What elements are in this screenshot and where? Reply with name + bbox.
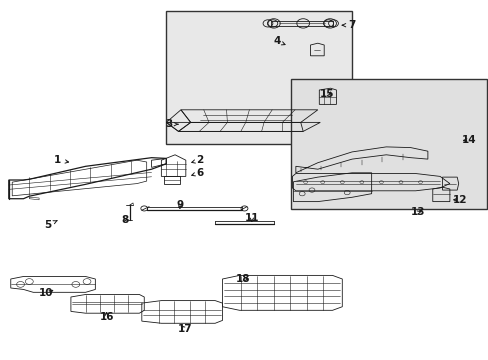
Text: 8: 8 bbox=[121, 215, 128, 225]
Text: 15: 15 bbox=[319, 89, 333, 99]
Text: 10: 10 bbox=[39, 288, 54, 298]
Text: 12: 12 bbox=[451, 195, 466, 205]
Bar bbox=[166, 11, 351, 144]
Text: 13: 13 bbox=[410, 207, 425, 217]
Text: 9: 9 bbox=[176, 200, 183, 210]
Text: 18: 18 bbox=[236, 274, 250, 284]
Text: 7: 7 bbox=[342, 20, 355, 30]
Text: 11: 11 bbox=[244, 213, 259, 223]
Text: 5: 5 bbox=[44, 220, 57, 230]
Text: 1: 1 bbox=[54, 155, 68, 165]
Text: 4: 4 bbox=[273, 36, 285, 46]
Bar bbox=[290, 79, 486, 209]
Text: 16: 16 bbox=[99, 312, 114, 322]
Text: 14: 14 bbox=[461, 135, 476, 145]
Text: 6: 6 bbox=[191, 168, 203, 178]
Text: 17: 17 bbox=[177, 324, 192, 334]
Text: 3: 3 bbox=[165, 119, 178, 129]
Text: 2: 2 bbox=[191, 155, 203, 165]
